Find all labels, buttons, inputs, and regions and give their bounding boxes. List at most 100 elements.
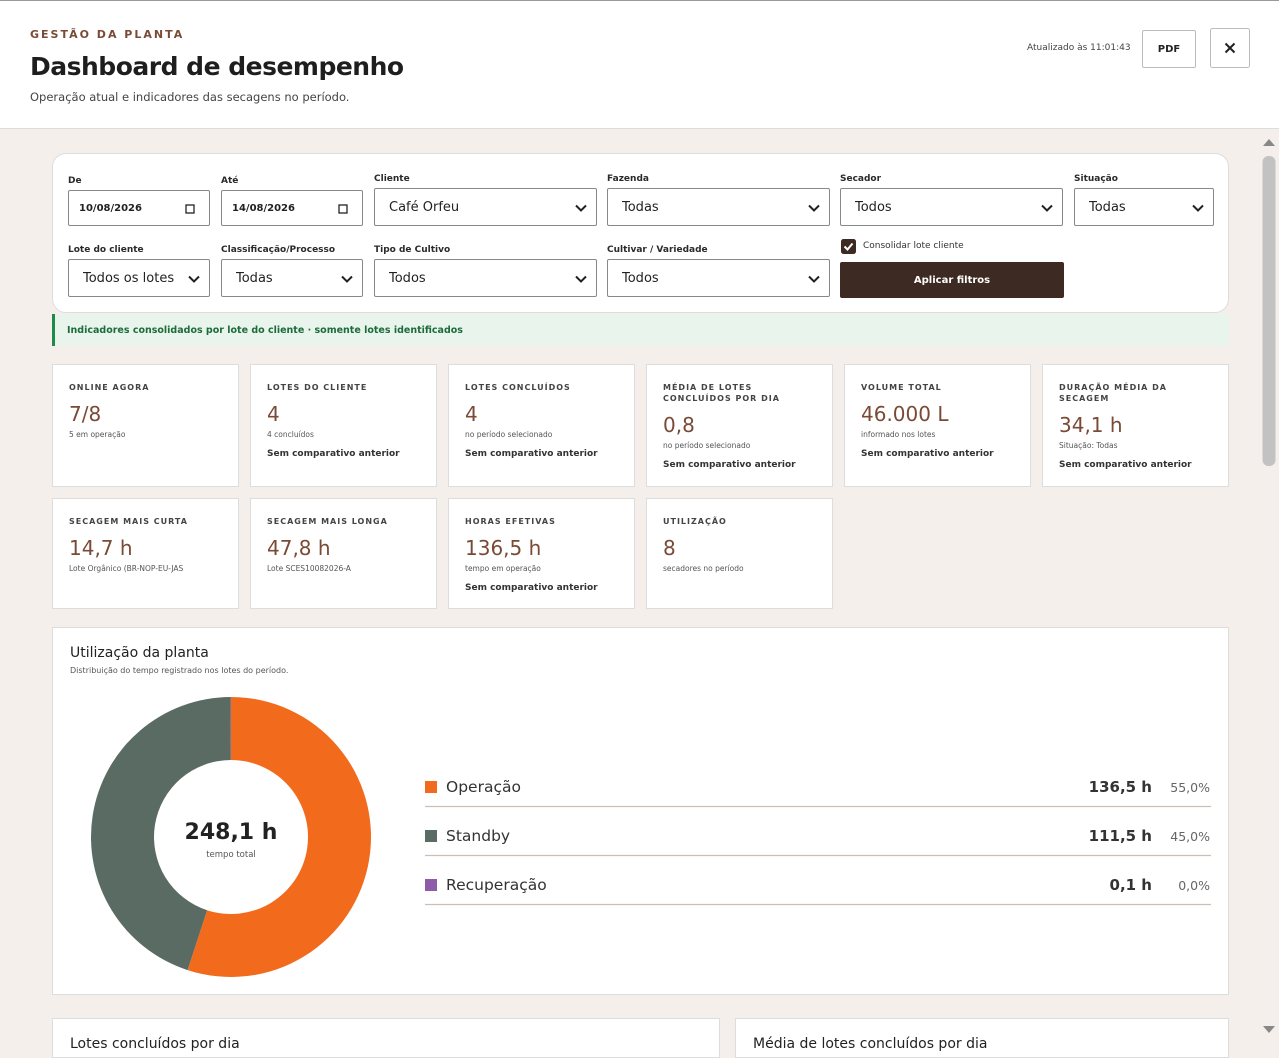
icon-shape (809, 277, 819, 282)
kpi-note: Lote SCES10082026-A (267, 564, 420, 573)
kpi-note: no período selecionado (663, 441, 816, 450)
info-banner: Indicadores consolidados por lote do cli… (52, 314, 1229, 346)
kpi-value: 4 (465, 401, 618, 427)
icon-shape (809, 206, 819, 211)
kpi-note: secadores no período (663, 564, 816, 573)
select[interactable]: Todas (607, 188, 830, 226)
panel: Média de lotes concluídos por dia (735, 1018, 1229, 1058)
filter-label: Classificação/Processo (221, 245, 335, 255)
select[interactable]: Todos (840, 188, 1063, 226)
select[interactable]: Todos (374, 259, 597, 297)
kpi-note: 4 concluídos (267, 430, 420, 439)
kpi-value: 46.000 L (861, 401, 1014, 427)
chevron-icon (807, 272, 821, 286)
kpi-label: VOLUME TOTAL (861, 382, 1014, 393)
value-label: 136,5 h (1089, 778, 1152, 796)
legend-swatch (425, 781, 437, 793)
kpi-value: 14,7 h (69, 535, 222, 561)
panel: Lotes concluídos por dia (52, 1018, 720, 1058)
icon-shape (1193, 206, 1203, 211)
date-input[interactable]: 10/08/2026 (68, 190, 210, 226)
close-button[interactable] (1210, 28, 1250, 68)
select[interactable]: Todas (221, 259, 363, 297)
chevron-icon (574, 201, 588, 215)
checkbox[interactable] (841, 239, 857, 255)
kpi-label: SECAGEM MAIS LONGA (267, 516, 420, 527)
header: GESTÃO DA PLANTA Dashboard de desempenho… (0, 0, 1279, 129)
filter-label: Situação (1074, 174, 1118, 184)
kpi-value: 0,8 (663, 412, 816, 438)
chevron-icon (574, 272, 588, 286)
kpi-value: 47,8 h (267, 535, 420, 561)
apply-button[interactable]: Aplicar filtros (840, 262, 1064, 298)
field-value: Todas (236, 271, 273, 286)
icon-shape (576, 277, 586, 282)
icon-shape (189, 277, 199, 282)
icon-shape (342, 277, 352, 282)
kpi-label: LOTES CONCLUÍDOS (465, 382, 618, 393)
kpi-note: no período selecionado (465, 430, 618, 439)
date-input[interactable]: 14/08/2026 (221, 190, 363, 226)
kpi-value: 136,5 h (465, 535, 618, 561)
kpi-label: UTILIZAÇÃO (663, 516, 816, 527)
icon-shape (1042, 206, 1052, 211)
pdf-button[interactable]: PDF (1142, 30, 1196, 68)
kpi-note: 5 em operação (69, 430, 222, 439)
total-value: 248,1 h (185, 820, 278, 845)
kpi-card: UTILIZAÇÃO 8 secadores no período (646, 498, 833, 609)
filter-label: Secador (840, 174, 881, 184)
chevron-icon (187, 272, 201, 286)
legend-label: Standby (446, 827, 510, 845)
kpi-card: SECAGEM MAIS LONGA 47,8 h Lote SCES1008202… (250, 498, 437, 609)
field-value: Todos (389, 271, 426, 286)
legend-label: Operação (446, 778, 521, 796)
kpi-label: LOTES DO CLIENTE (267, 382, 420, 393)
panel-title: Média de lotes concluídos por dia (753, 1036, 987, 1052)
field-value: Todos (855, 200, 892, 215)
legend-label: Recuperação (446, 876, 547, 894)
chevron-icon (1040, 201, 1054, 215)
kpi-label: ONLINE AGORA (69, 382, 222, 393)
select[interactable]: Café Orfeu (374, 188, 597, 226)
filter-panel: Consolidar lote cliente Aplicar filtros … (52, 153, 1229, 313)
filter-label: Até (221, 176, 238, 186)
select[interactable]: Todos os lotes c (68, 259, 210, 297)
icon-shape (339, 205, 347, 213)
chevron-icon (340, 272, 354, 286)
kpi-value: 7/8 (69, 401, 222, 427)
panel-title: Lotes concluídos por dia (70, 1036, 240, 1052)
share-label: 45,0% (1170, 829, 1210, 844)
updated-time: Atualizado às 11:01:43 (1027, 43, 1131, 53)
share-label: 55,0% (1170, 780, 1210, 795)
kpi-note: informado nos lotes (861, 430, 1014, 439)
field-value: Todos os lotes c (83, 271, 179, 286)
kpi-value: 8 (663, 535, 816, 561)
field-value: Todas (1089, 200, 1126, 215)
filter-label: De (68, 176, 82, 186)
subtitle: Operação atual e indicadores das secagen… (30, 90, 349, 104)
field-value: Todas (622, 200, 659, 215)
field-value: 14/08/2026 (232, 203, 295, 214)
filter-label: Cultivar / Variedade (607, 245, 708, 255)
icon-shape (186, 205, 194, 213)
select[interactable]: Todas (1074, 188, 1214, 226)
scrollbar[interactable] (1259, 130, 1279, 1043)
kpi-card: ONLINE AGORA 7/8 5 em operação (52, 364, 239, 487)
value-label: 0,1 h (1110, 876, 1152, 894)
legend-swatch (425, 830, 437, 842)
select[interactable]: Todos (607, 259, 830, 297)
chevron-icon (1191, 201, 1205, 215)
utilization-panel: Utilização da planta Distribuição do tem… (52, 627, 1229, 995)
icon-shape (576, 206, 586, 211)
kpi-note: Situação: Todas (1059, 441, 1212, 450)
kpi-compare: Sem comparativo anterior (267, 449, 420, 459)
kpi-label: MÉDIA DE LOTES CONCLUÍDOS POR DIA (663, 382, 816, 404)
filter-label: Tipo de Cultivo (374, 245, 450, 255)
filter-label: Cliente (374, 174, 410, 184)
